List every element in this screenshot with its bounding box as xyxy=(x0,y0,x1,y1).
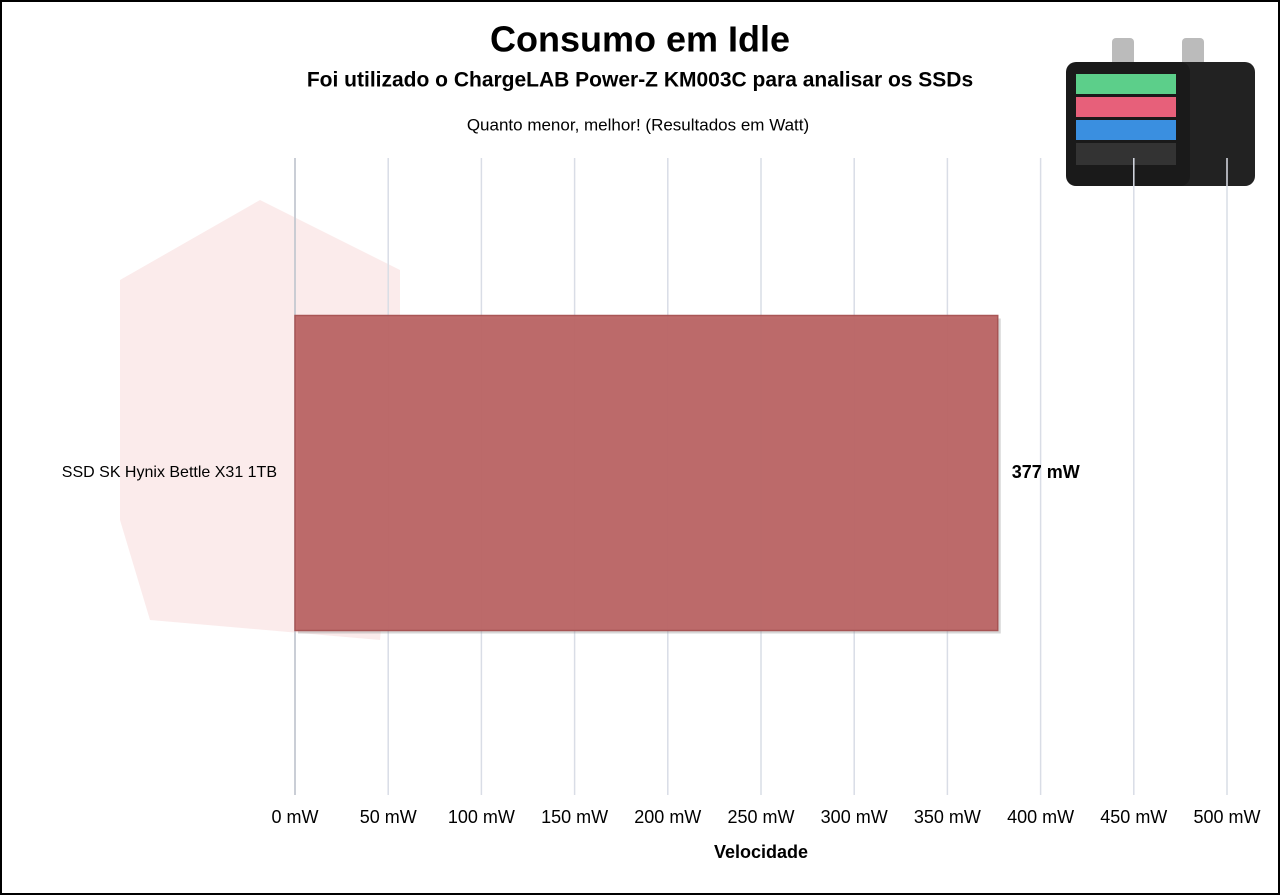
device-image xyxy=(1066,38,1255,186)
x-tick-label: 100 mW xyxy=(448,807,515,827)
x-tick-label: 250 mW xyxy=(727,807,794,827)
chart-note: Quanto menor, melhor! (Resultados em Wat… xyxy=(467,115,809,134)
y-tick-label: SSD SK Hynix Bettle X31 1TB xyxy=(62,464,277,481)
x-tick-label: 400 mW xyxy=(1007,807,1074,827)
data-label: 377 mW xyxy=(1012,462,1080,482)
x-tick-label: 350 mW xyxy=(914,807,981,827)
bar xyxy=(294,314,999,632)
x-tick-label: 300 mW xyxy=(821,807,888,827)
x-axis-label: Velocidade xyxy=(714,842,808,862)
x-tick-label: 200 mW xyxy=(634,807,701,827)
x-tick-label: 150 mW xyxy=(541,807,608,827)
x-tick-label: 450 mW xyxy=(1100,807,1167,827)
x-tick-label: 500 mW xyxy=(1193,807,1260,827)
x-tick-label: 50 mW xyxy=(360,807,417,827)
chart-subtitle: Foi utilizado o ChargeLAB Power-Z KM003C… xyxy=(307,69,973,92)
chart-title: Consumo em Idle xyxy=(490,19,790,60)
x-tick-label: 0 mW xyxy=(272,807,319,827)
